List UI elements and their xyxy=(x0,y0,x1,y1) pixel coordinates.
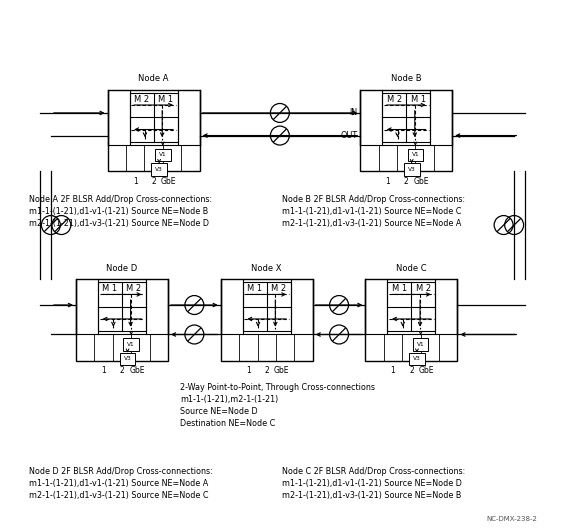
Text: OUT: OUT xyxy=(340,131,358,140)
Text: 1: 1 xyxy=(133,177,137,186)
Text: 2: 2 xyxy=(264,366,269,375)
Text: GbE: GbE xyxy=(274,366,290,375)
Bar xyxy=(404,163,420,176)
Text: 2: 2 xyxy=(120,366,124,375)
Bar xyxy=(107,89,199,171)
Text: 2-Way Point-to-Point, Through Cross-connections: 2-Way Point-to-Point, Through Cross-conn… xyxy=(180,382,375,391)
Text: IN: IN xyxy=(349,108,358,117)
Text: m2-1-(1-21),d1-v3-(1-21) Source NE=Node B: m2-1-(1-21),d1-v3-(1-21) Source NE=Node … xyxy=(282,491,462,500)
Text: V3: V3 xyxy=(124,357,132,361)
Text: M 2: M 2 xyxy=(127,284,142,293)
Text: NC-DMX-238-2: NC-DMX-238-2 xyxy=(487,516,538,522)
Bar xyxy=(221,279,313,361)
Text: M 1: M 1 xyxy=(392,284,407,293)
Bar xyxy=(151,163,167,176)
Text: M 1: M 1 xyxy=(158,95,173,104)
Bar xyxy=(382,93,430,142)
Text: m1-1-(1-21),d1-v1-(1-21) Source NE=Node B: m1-1-(1-21),d1-v1-(1-21) Source NE=Node … xyxy=(29,207,208,216)
Text: Node D 2F BLSR Add/Drop Cross-connections:: Node D 2F BLSR Add/Drop Cross-connection… xyxy=(29,467,212,476)
Text: m2-1-(1-21),d1-v3-(1-21) Source NE=Node A: m2-1-(1-21),d1-v3-(1-21) Source NE=Node … xyxy=(282,219,462,228)
Text: Destination NE=Node C: Destination NE=Node C xyxy=(180,419,275,428)
Text: M 1: M 1 xyxy=(411,95,425,104)
Text: Node C: Node C xyxy=(396,263,427,272)
Text: 2: 2 xyxy=(404,177,408,186)
Text: 2: 2 xyxy=(151,177,156,186)
Text: M 2: M 2 xyxy=(386,95,402,104)
Text: 1: 1 xyxy=(385,177,390,186)
Text: 2: 2 xyxy=(409,366,414,375)
Text: M 2: M 2 xyxy=(416,284,431,293)
Text: Node X: Node X xyxy=(251,263,282,272)
Text: M 2: M 2 xyxy=(134,95,149,104)
Bar xyxy=(129,93,177,142)
Text: 1: 1 xyxy=(246,366,251,375)
Text: Node B: Node B xyxy=(391,74,421,83)
Text: Source NE=Node D: Source NE=Node D xyxy=(180,407,258,416)
Text: m2-1-(1-21),d1-v3-(1-21) Source NE=Node C: m2-1-(1-21),d1-v3-(1-21) Source NE=Node … xyxy=(29,491,208,500)
Text: 1: 1 xyxy=(390,366,395,375)
Bar xyxy=(413,338,428,351)
Text: m1-1-(1-21),d1-v1-(1-21) Source NE=Node C: m1-1-(1-21),d1-v1-(1-21) Source NE=Node … xyxy=(282,207,462,216)
Text: m2-1-(1-21),d1-v3-(1-21) Source NE=Node D: m2-1-(1-21),d1-v3-(1-21) Source NE=Node … xyxy=(29,219,209,228)
Text: V1: V1 xyxy=(411,152,419,158)
Text: V3: V3 xyxy=(155,167,163,172)
Text: V3: V3 xyxy=(408,167,416,172)
Bar xyxy=(360,89,452,171)
Text: m1-1-(1-21),d1-v1-(1-21) Source NE=Node D: m1-1-(1-21),d1-v1-(1-21) Source NE=Node … xyxy=(282,479,462,488)
Text: Node D: Node D xyxy=(106,263,138,272)
Text: GbE: GbE xyxy=(414,177,429,186)
Text: Node A: Node A xyxy=(138,74,169,83)
Bar xyxy=(98,282,146,331)
Text: V3: V3 xyxy=(413,357,421,361)
Text: GbE: GbE xyxy=(129,366,145,375)
Text: Node B 2F BLSR Add/Drop Cross-connections:: Node B 2F BLSR Add/Drop Cross-connection… xyxy=(282,195,466,204)
Text: M 1: M 1 xyxy=(102,284,118,293)
Text: M 2: M 2 xyxy=(271,284,286,293)
Text: GbE: GbE xyxy=(419,366,434,375)
Bar xyxy=(407,149,423,161)
Bar xyxy=(388,282,436,331)
Text: V1: V1 xyxy=(159,152,167,158)
Text: Node C 2F BLSR Add/Drop Cross-connections:: Node C 2F BLSR Add/Drop Cross-connection… xyxy=(282,467,466,476)
Bar xyxy=(409,353,425,365)
Bar xyxy=(120,353,136,365)
Bar xyxy=(366,279,458,361)
Bar xyxy=(155,149,171,161)
Text: M 1: M 1 xyxy=(247,284,262,293)
Bar xyxy=(123,338,139,351)
Text: m1-1-(1-21),d1-v1-(1-21) Source NE=Node A: m1-1-(1-21),d1-v1-(1-21) Source NE=Node … xyxy=(29,479,208,488)
Text: V1: V1 xyxy=(417,342,424,347)
Text: GbE: GbE xyxy=(161,177,176,186)
Text: 1: 1 xyxy=(101,366,106,375)
Text: Node A 2F BLSR Add/Drop Cross-connections:: Node A 2F BLSR Add/Drop Cross-connection… xyxy=(29,195,212,204)
Text: V1: V1 xyxy=(127,342,135,347)
Bar xyxy=(76,279,168,361)
Text: m1-1-(1-21),m2-1-(1-21): m1-1-(1-21),m2-1-(1-21) xyxy=(180,395,278,404)
Bar xyxy=(243,282,290,331)
